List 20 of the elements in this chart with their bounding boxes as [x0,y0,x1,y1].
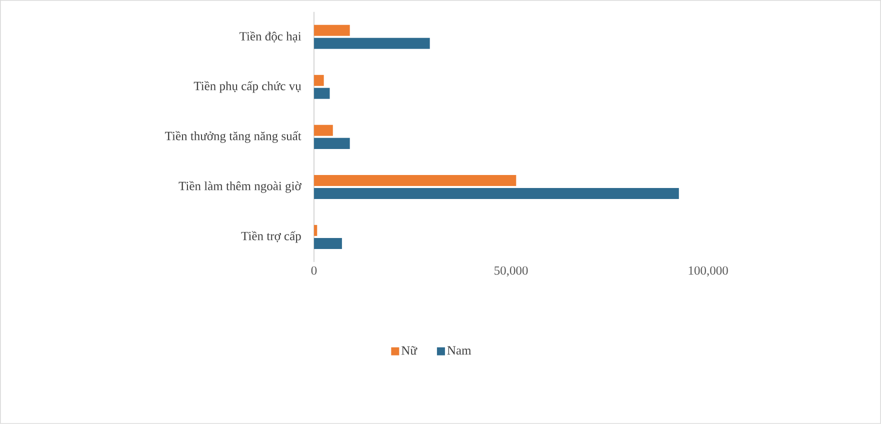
x-tick-label: 0 [311,266,317,275]
y-tick-label: Tiền làm thêm ngoài giờ [178,181,302,193]
bar [314,24,350,36]
bar [314,88,330,99]
bar [314,224,318,236]
bar [314,174,516,186]
bar [314,138,350,149]
bar [314,188,679,199]
legend-label: Nam [447,346,472,355]
y-tick-label: Tiền trợ cấp [241,231,301,243]
y-tick-label: Tiền phụ cấp chức vụ [194,81,302,93]
bar [314,38,430,49]
bar [314,238,342,249]
legend-label: Nữ [402,346,418,355]
bar [314,74,324,86]
bar [314,124,333,136]
y-tick-label: Tiền độc hại [240,31,302,43]
x-tick-label: 100,000 [688,266,728,277]
x-tick-label: 50,000 [494,266,528,277]
y-tick-label: Tiền thưởng tăng năng suất [165,131,302,143]
